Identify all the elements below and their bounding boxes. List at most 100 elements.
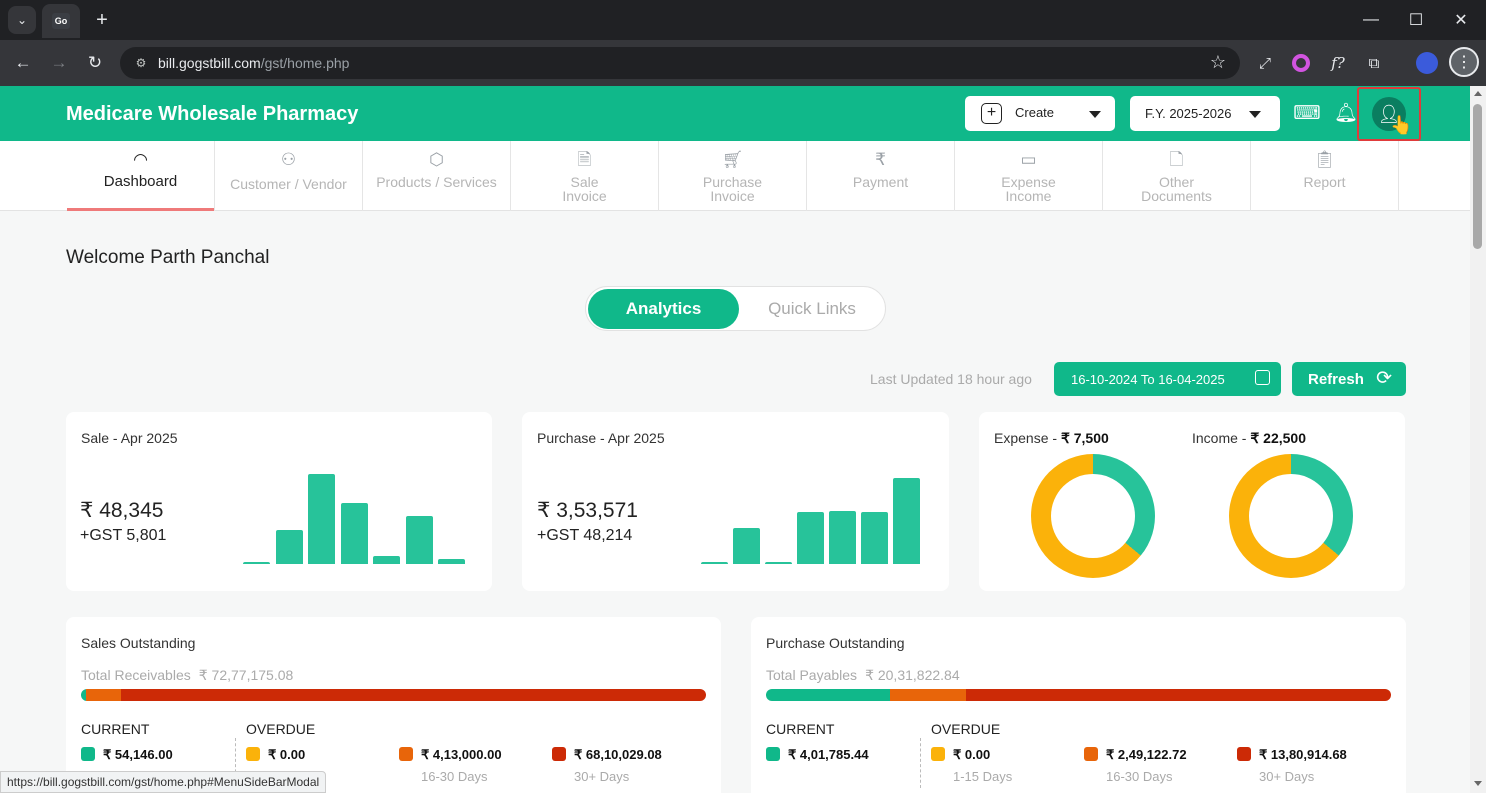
scroll-down-arrow[interactable] <box>1474 781 1482 786</box>
overdue-1-15-value: ₹ 0.00 <box>268 747 306 762</box>
users-icon: ⚇ <box>280 150 297 169</box>
keyboard-shortcuts-icon[interactable]: ⌨ <box>1293 102 1321 124</box>
address-bar[interactable]: ⚙ bill.gogstbill.com/gst/home.php ☆ <box>120 47 1240 79</box>
nav-label: Expense Income <box>1001 174 1056 204</box>
overdue-30-plus-value: ₹ 13,80,914.68 <box>1259 747 1347 762</box>
refresh-button[interactable]: Refresh ⟳ <box>1292 362 1406 396</box>
nav-label: Dashboard <box>103 173 178 190</box>
close-window-button[interactable]: ✕ <box>1454 12 1468 29</box>
nav-report[interactable]: 📋︎ Report <box>1251 141 1399 211</box>
financial-year-dropdown[interactable]: F.Y. 2025-2026 <box>1130 96 1280 131</box>
view-toggle: Analytics Quick Links <box>585 286 886 331</box>
expense-income-card[interactable]: Expense - ₹ 7,500 Income - ₹ 22,500 <box>979 412 1405 591</box>
overdue-30-plus-swatch <box>552 747 566 761</box>
tab-analytics[interactable]: Analytics <box>588 289 739 329</box>
maximize-button[interactable]: ☐ <box>1408 12 1424 29</box>
chart-bar <box>861 512 888 564</box>
current-legend-swatch <box>766 747 780 761</box>
purchase-amount: ₹ 3,53,571 <box>537 499 638 522</box>
expense-label: Expense - ₹ 7,500 <box>994 430 1109 446</box>
date-range-picker[interactable]: 16-10-2024 To 16-04-2025 <box>1054 362 1281 396</box>
nav-other-documents[interactable]: 🗋︎ Other Documents <box>1103 141 1251 211</box>
receivables-stacked-bar <box>81 689 706 701</box>
new-tab-button[interactable]: + <box>96 8 108 31</box>
chevron-down-icon <box>1089 111 1101 118</box>
nav-customer-vendor[interactable]: ⚇ Customer / Vendor <box>215 141 363 211</box>
sale-amount: ₹ 48,345 <box>80 499 164 522</box>
chart-bar <box>438 559 465 564</box>
fullscreen-extension-icon[interactable]: ⤢ <box>1258 54 1271 72</box>
back-button[interactable]: ← <box>14 53 32 72</box>
overdue-16-30-value: ₹ 4,13,000.00 <box>421 747 502 762</box>
income-label: Income - ₹ 22,500 <box>1192 430 1306 446</box>
overdue-30-plus-days: 30+ Days <box>574 769 630 784</box>
site-info-icon[interactable]: ⚙ <box>135 56 147 70</box>
nav-label: Customer / Vendor <box>230 176 347 192</box>
current-value: ₹ 4,01,785.44 <box>788 747 869 762</box>
create-dropdown[interactable]: + Create <box>965 96 1115 131</box>
nav-label: Purchase Invoice <box>702 174 763 204</box>
chart-bar <box>373 556 400 564</box>
minimize-button[interactable]: — <box>1363 11 1379 28</box>
bookmark-star-icon[interactable]: ☆ <box>1209 52 1226 72</box>
stack-segment <box>889 689 967 701</box>
invoice-icon: 🗎︎ <box>577 150 592 169</box>
chart-bar <box>765 562 792 564</box>
tab-search-button[interactable]: ⌄ <box>8 6 36 34</box>
nav-dashboard[interactable]: ◠ Dashboard <box>67 141 215 211</box>
clipboard-icon: 📋︎ <box>1313 150 1336 169</box>
cart-icon: 🛒︎ <box>721 150 744 169</box>
tab-quick-links[interactable]: Quick Links <box>768 299 856 318</box>
site-favicon: Go <box>52 13 70 29</box>
overdue-16-30-days: 16-30 Days <box>1106 769 1173 784</box>
forward-button[interactable]: → <box>50 53 68 72</box>
chart-bar <box>340 503 368 564</box>
stack-segment <box>966 689 1391 701</box>
fy-label: F.Y. 2025-2026 <box>1145 106 1232 121</box>
overdue-30-plus-value: ₹ 68,10,029.08 <box>574 747 662 762</box>
sale-card[interactable]: Sale - Apr 2025 ₹ 48,345 +GST 5,801 <box>66 412 492 591</box>
overdue-1-15-value: ₹ 0.00 <box>953 747 991 762</box>
nav-products-services[interactable]: ⬡ Products / Services <box>363 141 511 211</box>
sale-card-title: Sale - Apr 2025 <box>81 430 178 446</box>
nav-payment[interactable]: ₹ Payment <box>807 141 955 211</box>
expense-icon: ▭ <box>1020 150 1037 169</box>
notification-bell-icon[interactable]: 🔔︎ <box>1333 103 1359 124</box>
overdue-16-30-swatch <box>399 747 413 761</box>
reload-button[interactable]: ↻ <box>87 53 103 72</box>
divider <box>920 738 921 788</box>
sales-outstanding-card[interactable]: Sales Outstanding Total Receivables ₹ 72,… <box>66 617 721 793</box>
purchase-gst: +GST 48,214 <box>537 527 633 544</box>
scroll-up-arrow[interactable] <box>1474 91 1482 96</box>
nav-expense-income[interactable]: ▭ Expense Income <box>955 141 1103 211</box>
scrollbar-thumb[interactable] <box>1473 104 1482 249</box>
nav-purchase-invoice[interactable]: 🛒︎ Purchase Invoice <box>659 141 807 211</box>
overdue-16-30-value: ₹ 2,49,122.72 <box>1106 747 1187 762</box>
overdue-30-plus-swatch <box>1237 747 1251 761</box>
divider <box>235 738 236 788</box>
user-profile-icon[interactable]: 👤︎ <box>1372 97 1406 131</box>
total-payables: Total Payables ₹ 20,31,822.84 <box>766 667 960 683</box>
browser-menu-icon[interactable]: ⋮ <box>1449 47 1479 77</box>
extensions-puzzle-icon[interactable]: ⧉ <box>1368 54 1380 72</box>
color-extension-icon[interactable] <box>1292 54 1310 72</box>
chart-bar <box>405 516 433 564</box>
page-scrollbar[interactable] <box>1470 86 1486 793</box>
formula-extension-icon[interactable]: f? <box>1331 54 1345 72</box>
purchase-card-title: Purchase - Apr 2025 <box>537 430 665 446</box>
box-icon: ⬡ <box>429 150 444 169</box>
stack-segment <box>85 689 122 701</box>
current-header: CURRENT <box>766 721 835 737</box>
chart-bar <box>701 562 728 564</box>
nav-sale-invoice[interactable]: 🗎︎ Sale Invoice <box>511 141 659 211</box>
overdue-16-30-swatch <box>1084 747 1098 761</box>
browser-tab-bar: ⌄ Go + — ☐ ✕ <box>0 0 1486 40</box>
browser-tab[interactable]: Go <box>42 4 80 38</box>
chart-bar <box>829 511 856 564</box>
browser-profile-avatar[interactable] <box>1416 52 1438 74</box>
plus-icon: + <box>981 103 1002 124</box>
purchase-card[interactable]: Purchase - Apr 2025 ₹ 3,53,571 +GST 48,2… <box>522 412 949 591</box>
purchase-outstanding-card[interactable]: Purchase Outstanding Total Payables ₹ 20,… <box>751 617 1406 793</box>
hand-cursor-icon: 👆 <box>1390 115 1413 135</box>
chart-bar <box>275 530 303 564</box>
